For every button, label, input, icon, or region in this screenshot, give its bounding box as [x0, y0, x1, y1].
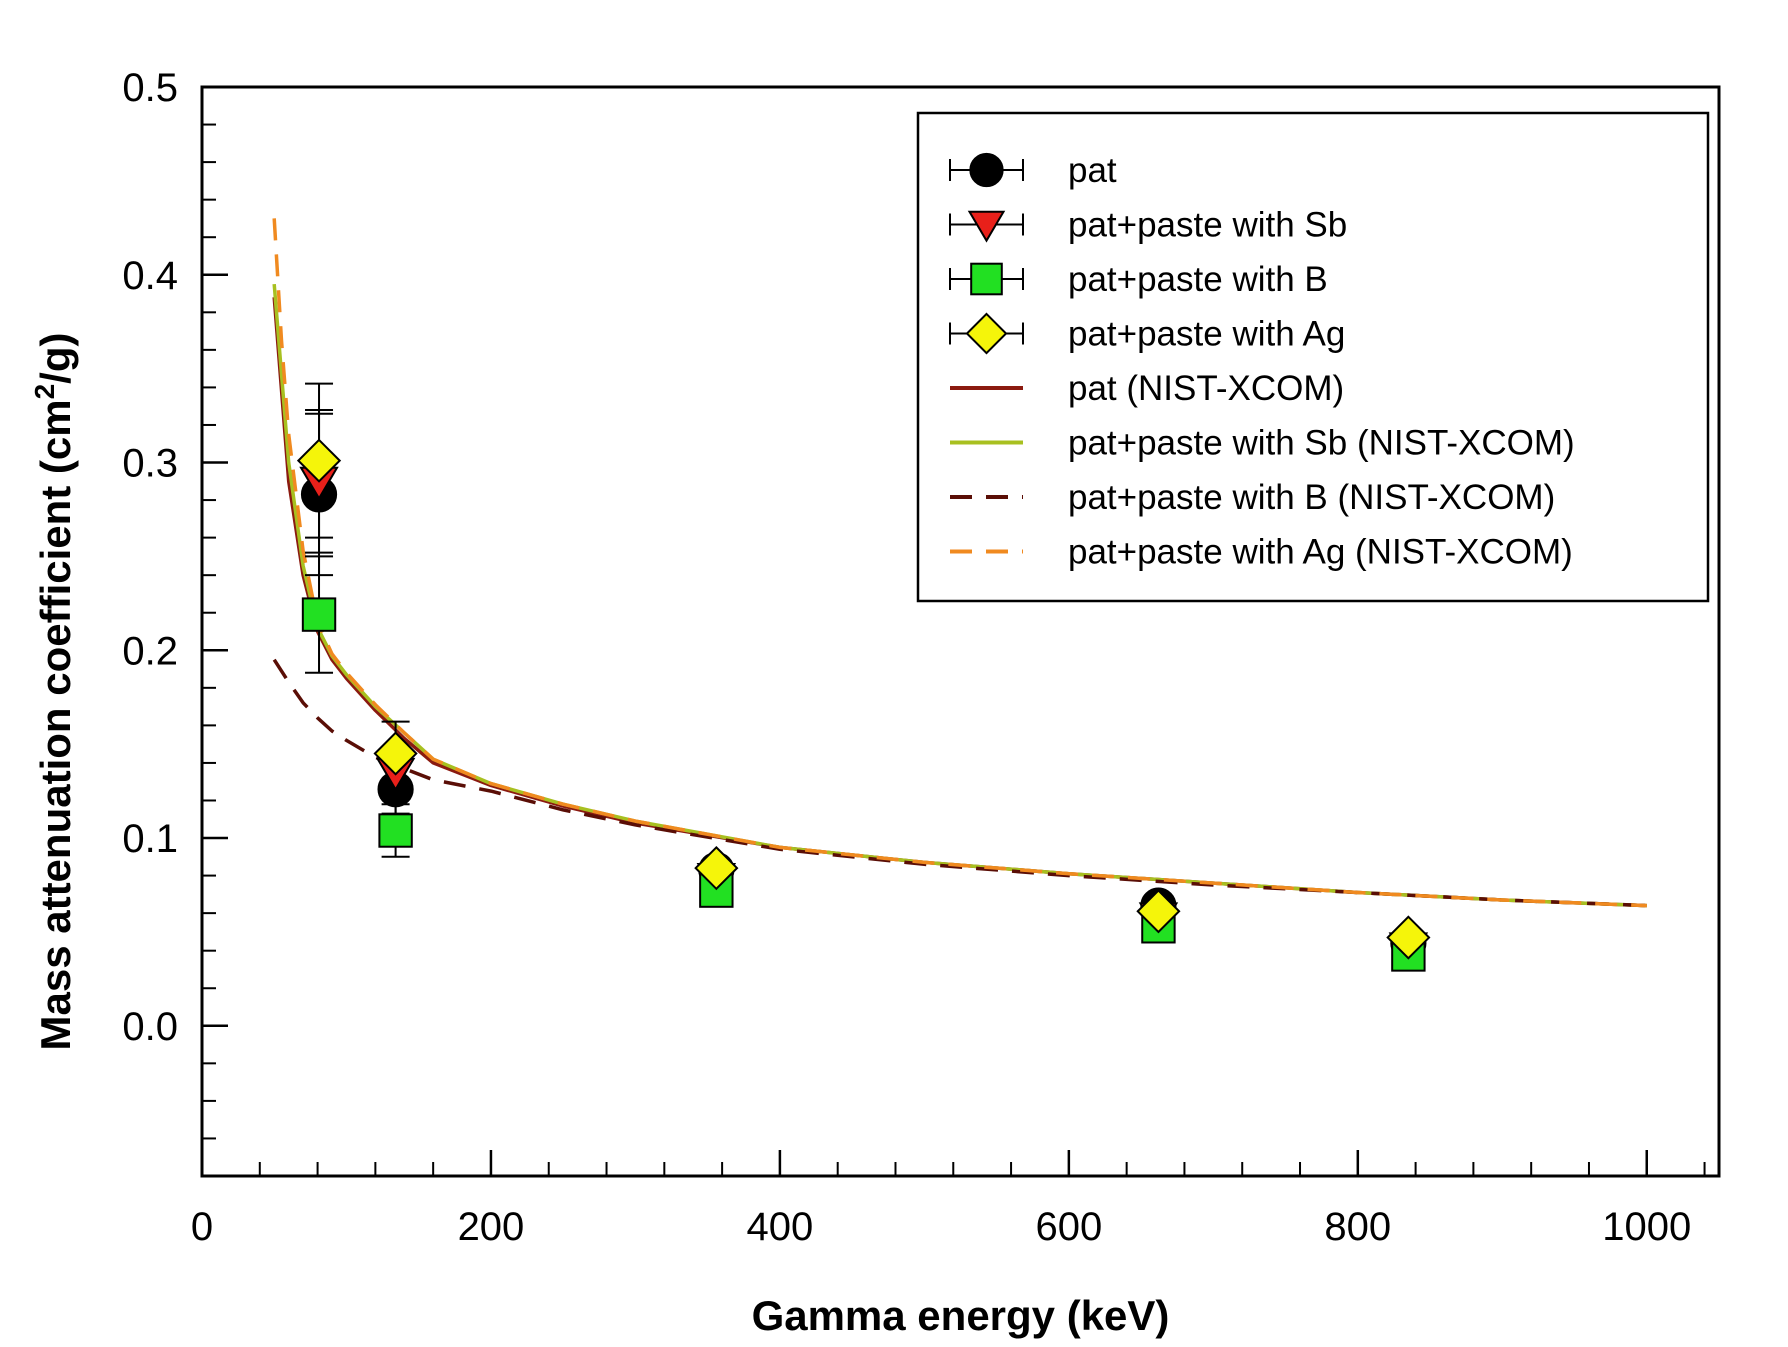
y-axis-title-main: Mass attenuation coefficient (cm — [32, 399, 79, 1050]
y-tick-label: 0.0 — [122, 1005, 178, 1049]
y-tick-label: 0.1 — [122, 817, 178, 861]
curve-4 — [272, 218, 1647, 908]
data-point-series-4 — [1136, 889, 1181, 934]
curve-3 — [272, 658, 1647, 908]
legend-box — [916, 111, 1710, 603]
legend-label-5: pat (NIST-XCOM) — [1068, 369, 1344, 408]
data-points-layer — [296, 382, 1431, 972]
legend-marker-4 — [965, 312, 1008, 355]
y-axis-title-superscript: 2 — [29, 384, 60, 400]
y-axis-title-end: /g) — [32, 332, 79, 383]
legend-items: pat pat+paste with Sb pat+paste with B pat+… — [949, 151, 1575, 572]
x-tick-label: 0 — [191, 1205, 213, 1249]
y-tick-label: 0.2 — [122, 629, 178, 673]
y-tick-label: 0.5 — [122, 66, 178, 110]
y-tick-label: 0.3 — [122, 442, 178, 486]
legend-marker-3 — [970, 262, 1003, 296]
tick-labels: 0 200 400 600 800 1000 0.0 0.1 0.2 0.3 0.4 0.5 — [122, 66, 1691, 1249]
legend: pat pat+paste with Sb pat+paste with B pat+… — [916, 111, 1710, 603]
x-tick-label: 400 — [747, 1205, 814, 1249]
legend-label-4: pat+paste with Ag — [1068, 315, 1345, 354]
legend-label-1: pat — [1068, 151, 1117, 190]
data-point-series-4 — [373, 731, 418, 776]
data-point-series-4 — [1386, 915, 1431, 960]
legend-label-2: pat+paste with Sb — [1068, 206, 1347, 245]
y-tick-label: 0.4 — [122, 254, 178, 298]
x-tick-label: 600 — [1035, 1205, 1102, 1249]
y-axis-title: Mass attenuation coefficient (cm2/g) — [29, 332, 79, 1050]
legend-label-8: pat+paste with Ag (NIST-XCOM) — [1068, 533, 1573, 572]
x-tick-label: 200 — [458, 1205, 525, 1249]
x-tick-label: 1000 — [1602, 1205, 1691, 1249]
legend-label-6: pat+paste with Sb (NIST-XCOM) — [1068, 424, 1575, 463]
legend-marker-1 — [969, 152, 1004, 188]
x-axis-title: Gamma energy (keV) — [752, 1292, 1170, 1339]
data-point-series-3 — [378, 813, 413, 848]
data-point-series-3 — [301, 597, 337, 632]
data-point-series-4 — [296, 438, 342, 483]
legend-marker-2 — [967, 210, 1006, 243]
legend-label-3: pat+paste with B — [1068, 260, 1328, 299]
data-point-series-4 — [694, 845, 739, 891]
legend-label-7: pat+paste with B (NIST-XCOM) — [1068, 478, 1555, 517]
plot-frame — [200, 85, 1721, 1178]
x-tick-label: 800 — [1324, 1205, 1391, 1249]
